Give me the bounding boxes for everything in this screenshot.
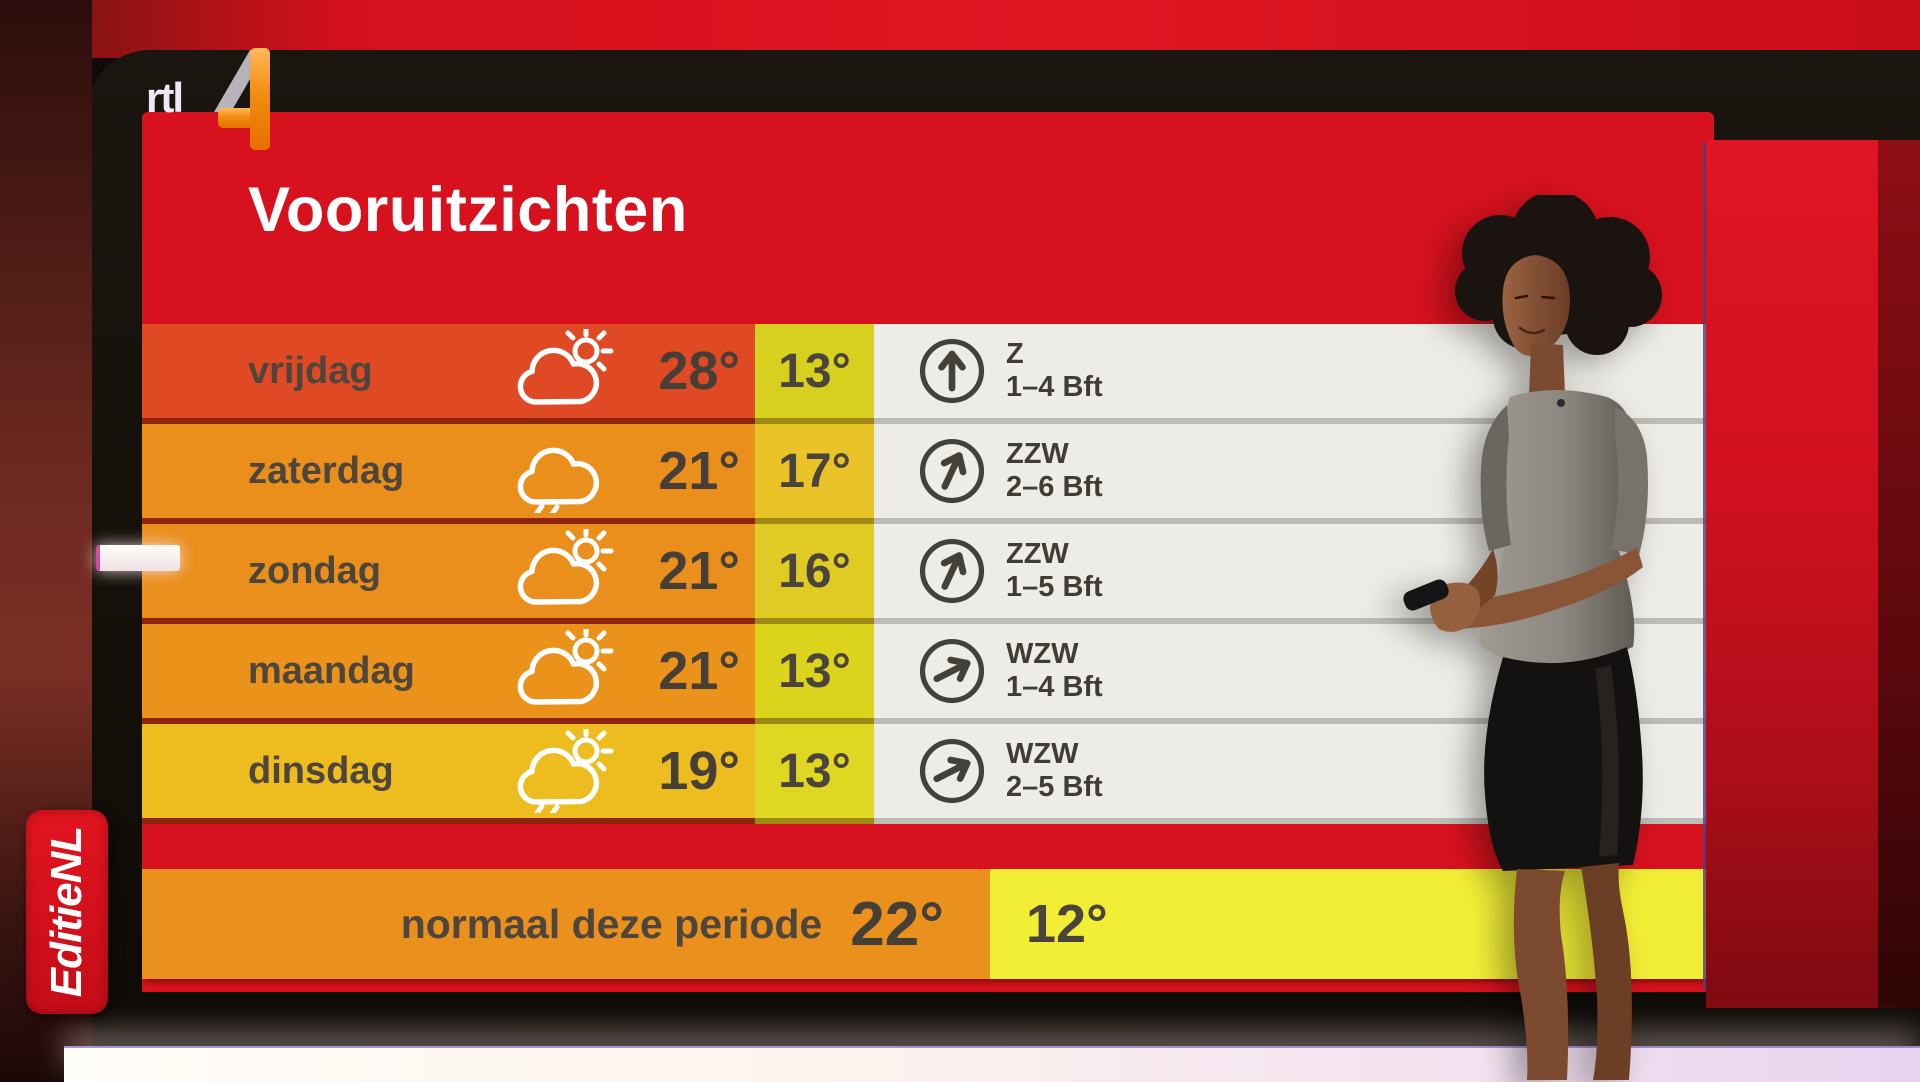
wind-direction: WZW — [1006, 638, 1079, 670]
wind-direction: ZZW — [1006, 538, 1069, 570]
min-temp: 13° — [778, 744, 851, 798]
weather-icon — [517, 326, 614, 405]
studio-right-edge-shadow — [1878, 140, 1920, 1008]
cloud-icon — [517, 647, 600, 705]
presenter-microphone — [1557, 399, 1565, 407]
sun-icon — [565, 326, 614, 372]
cloud-icon — [517, 347, 600, 405]
presenter-face — [1502, 255, 1571, 356]
min-temp-cell: 13° — [755, 624, 874, 718]
min-temp: 16° — [778, 544, 851, 598]
wind-direction: ZZW — [1006, 438, 1069, 470]
min-temp-cell: 13° — [755, 324, 874, 418]
rtl4-logo: rtl — [146, 48, 286, 154]
studio-top-red-band — [0, 0, 1920, 58]
max-temp: 21° — [658, 541, 740, 601]
raindrops-icon — [534, 503, 560, 517]
wind-arrow-icon — [919, 538, 985, 604]
editienl-badge: EditieNL — [26, 810, 108, 1014]
day-cell: zaterdag 21° — [142, 424, 755, 518]
presenter-smile — [1518, 326, 1546, 335]
presenter-left-leg — [1513, 869, 1569, 1080]
raindrops-icon — [534, 803, 560, 817]
presenter-hair-fringe — [1503, 233, 1578, 275]
page-title: Vooruitzichten — [248, 175, 688, 245]
min-temp: 13° — [778, 644, 851, 698]
day-label: zondag — [248, 549, 381, 592]
day-cell: zondag 21° — [142, 524, 755, 618]
day-label: maandag — [248, 649, 415, 692]
cloud-icon — [517, 747, 600, 805]
weather-icon — [517, 447, 600, 517]
presenter-skirt-sheen — [1595, 665, 1619, 857]
normal-max-temp: 22° — [850, 889, 944, 959]
wind-arrow-icon — [919, 438, 985, 504]
presenter-right-leg — [1581, 863, 1632, 1080]
day-cell: maandag 21° — [142, 624, 755, 718]
min-temp-cell: 17° — [755, 424, 874, 518]
presenter-clicker — [1403, 579, 1449, 611]
min-temp-cell: 13° — [755, 724, 874, 818]
wind-force: 2–5 Bft — [1006, 771, 1103, 803]
rtl4-number-icon — [214, 48, 270, 150]
presenter — [1403, 195, 1662, 1080]
wind-force: 2–6 Bft — [1006, 471, 1103, 503]
weather-graphic-screen: Vooruitzichten vrijdag 28° 13° — [142, 112, 1714, 992]
day-cell: vrijdag 28° — [142, 324, 755, 418]
presenter-right-sleeve — [1611, 407, 1648, 555]
day-label: dinsdag — [248, 749, 394, 792]
max-temp: 21° — [658, 641, 740, 701]
wind-direction: Z — [1006, 338, 1024, 370]
min-temp: 13° — [778, 344, 851, 398]
normal-min-temp: 12° — [1026, 894, 1108, 954]
weather-icon — [517, 526, 614, 605]
min-temp-cell: 16° — [755, 524, 874, 618]
max-temp: 21° — [658, 441, 740, 501]
sun-icon — [565, 526, 614, 572]
day-label: vrijdag — [248, 349, 373, 392]
screen-edge-line — [1703, 142, 1706, 990]
cloud-icon — [517, 547, 600, 605]
sun-icon — [565, 726, 614, 772]
editienl-badge-text: EditieNL — [42, 826, 91, 998]
frame-light-bar — [96, 545, 180, 571]
normal-label: normaal deze periode — [400, 900, 823, 947]
normal-label-cell: normaal deze periode 22° — [142, 869, 990, 979]
studio-right-red-panel — [1706, 140, 1878, 1008]
presenter-neck — [1529, 343, 1565, 397]
day-cell: dinsdag 19° — [142, 724, 755, 818]
weather-icon — [517, 726, 614, 817]
wind-force: 1–5 Bft — [1006, 571, 1103, 603]
min-temp: 17° — [778, 444, 851, 498]
wind-direction: WZW — [1006, 738, 1079, 770]
wind-arrow-icon — [919, 338, 985, 404]
presenter-left-sleeve — [1480, 405, 1511, 551]
day-label: zaterdag — [248, 449, 405, 492]
wind-force: 1–4 Bft — [1006, 671, 1103, 703]
weather-icon — [517, 626, 614, 705]
rtl-logo-text: rtl — [146, 74, 184, 121]
sun-icon — [565, 626, 614, 672]
cloud-icon — [517, 447, 600, 505]
max-temp: 28° — [658, 341, 740, 401]
presenter-forearm — [1455, 547, 1643, 629]
wind-force: 1–4 Bft — [1006, 371, 1103, 403]
forecast-table: vrijdag 28° 13° Z — [142, 324, 1714, 824]
wind-arrow-icon — [919, 638, 985, 704]
presenter-skirt — [1484, 647, 1643, 871]
max-temp: 19° — [658, 741, 740, 801]
wind-arrow-icon — [919, 738, 985, 804]
presenter-eyes — [1514, 294, 1556, 300]
